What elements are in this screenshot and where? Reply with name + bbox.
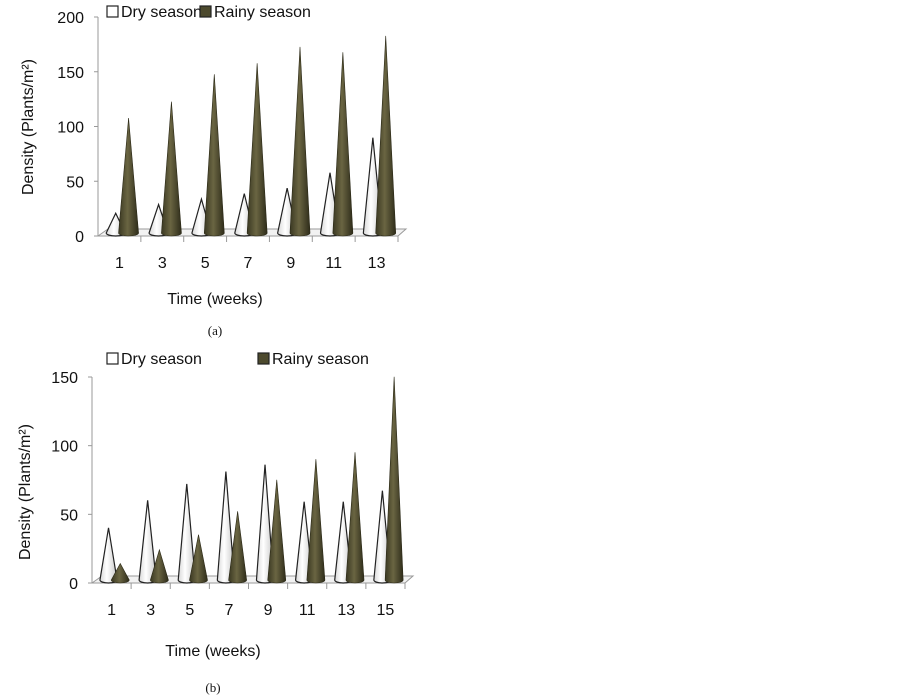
legend-label: Dry season [121,4,202,21]
cone-rainy-season [246,63,268,237]
y-tick-label: 100 [57,120,84,137]
y-tick-label: 200 [57,10,84,27]
y-tick-label: 50 [66,174,84,191]
cone-rainy-season [306,459,326,584]
cone-rainy-season [228,511,247,584]
y-tick-label: 150 [57,65,84,82]
cone-rainy-season [150,548,169,584]
y-axis-label: Density (Plants/m²) [20,59,37,195]
y-tick-label: 100 [51,439,78,456]
y-axis-label: Density (Plants/m²) [17,424,34,560]
caption: (b) [205,680,220,695]
x-tick-label: 5 [201,255,210,272]
cone-rainy-season [110,562,130,584]
cone-rainy-season [203,74,225,237]
x-tick-label: 1 [115,255,124,272]
cone-rainy-season [118,117,139,237]
x-tick-label: 15 [377,602,395,619]
x-tick-label: 13 [337,602,355,619]
cone-rainy-season [161,101,182,237]
caption: (a) [208,323,222,338]
cone-rainy-season [267,479,287,584]
y-tick-label: 0 [69,576,78,593]
x-tick-label: 3 [158,255,167,272]
y-tick-label: 50 [60,507,78,524]
legend-label: Dry season [121,351,202,368]
x-tick-label: 7 [244,255,253,272]
x-tick-label: 13 [368,255,386,272]
legend-swatch [106,5,119,18]
legend-swatch [106,352,119,365]
x-tick-label: 9 [286,255,295,272]
cone-rainy-season [345,452,365,584]
x-tick-label: 1 [107,602,116,619]
cone-rainy-season [375,35,397,237]
x-axis-label: Time (weeks) [167,291,262,308]
x-tick-label: 9 [264,602,273,619]
x-axis-label: Time (weeks) [165,643,260,660]
x-tick-label: 11 [299,602,316,619]
legend-label: Rainy season [214,4,311,21]
x-tick-label: 11 [325,255,342,272]
legend-swatch [257,352,270,365]
cone-rainy-season [384,376,404,584]
x-tick-label: 5 [185,602,194,619]
x-tick-label: 3 [146,602,155,619]
cone-rainy-season [332,52,354,237]
y-tick-label: 0 [75,229,84,246]
legend-swatch [199,5,212,18]
chart-a: Density (Plants/m²) Time (weeks) (a) 0 50… [20,4,408,338]
legend-label: Rainy season [272,351,369,368]
cone-rainy-season [289,46,311,237]
chart-b: Density (Plants/m²) Time (weeks) (b) 0 50… [17,351,415,695]
cone-rainy-season [189,534,208,584]
y-tick-label: 150 [51,370,78,387]
x-tick-label: 7 [224,602,233,619]
